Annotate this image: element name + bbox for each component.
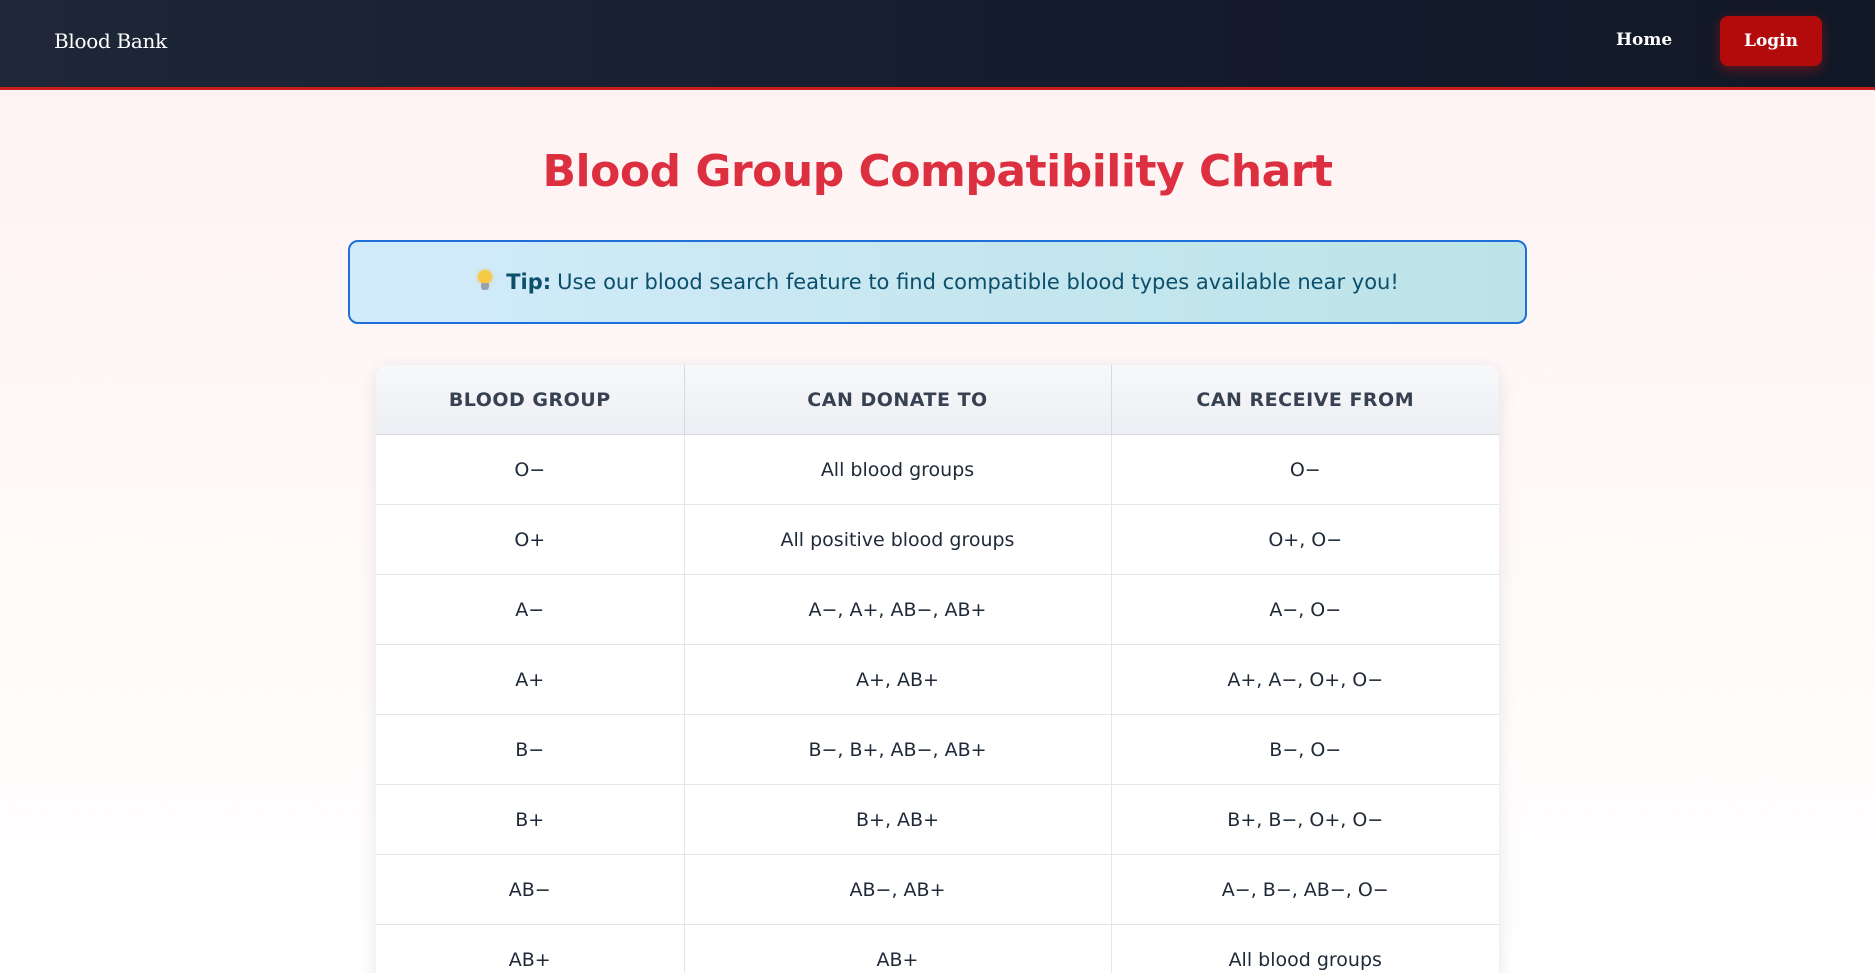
brand-logo-text[interactable]: Blood Bank xyxy=(54,29,167,53)
header-can-receive-from: CAN RECEIVE FROM xyxy=(1111,365,1499,435)
header-blood-group: BLOOD GROUP xyxy=(376,365,685,435)
table-header-row: BLOOD GROUP CAN DONATE TO CAN RECEIVE FR… xyxy=(376,365,1499,435)
cell-can-receive-from: O+, O− xyxy=(1111,504,1499,575)
cell-can-receive-from: A+, A−, O+, O− xyxy=(1111,644,1499,715)
tip-banner: Tip: Use our blood search feature to fin… xyxy=(348,240,1527,324)
table-row: AB+ AB+ All blood groups xyxy=(376,924,1499,973)
cell-can-receive-from: A−, O− xyxy=(1111,574,1499,645)
cell-can-donate-to: All blood groups xyxy=(684,434,1112,505)
lightbulb-icon xyxy=(476,270,494,294)
table-row: A− A−, A+, AB−, AB+ A−, O− xyxy=(376,574,1499,645)
cell-can-donate-to: A−, A+, AB−, AB+ xyxy=(684,574,1112,645)
cell-can-donate-to: B−, B+, AB−, AB+ xyxy=(684,714,1112,785)
cell-blood-group: A− xyxy=(376,574,685,645)
compatibility-table-container: BLOOD GROUP CAN DONATE TO CAN RECEIVE FR… xyxy=(376,365,1499,973)
compatibility-table: BLOOD GROUP CAN DONATE TO CAN RECEIVE FR… xyxy=(376,365,1499,973)
cell-can-receive-from: A−, B−, AB−, O− xyxy=(1111,854,1499,925)
tip-text: Use our blood search feature to find com… xyxy=(557,270,1399,294)
table-row: O− All blood groups O− xyxy=(376,434,1499,505)
cell-can-donate-to: AB+ xyxy=(684,924,1112,973)
table-row: B− B−, B+, AB−, AB+ B−, O− xyxy=(376,714,1499,785)
header-can-donate-to: CAN DONATE TO xyxy=(684,365,1112,435)
cell-blood-group: B− xyxy=(376,714,685,785)
cell-blood-group: B+ xyxy=(376,784,685,855)
cell-blood-group: AB− xyxy=(376,854,685,925)
cell-blood-group: O+ xyxy=(376,504,685,575)
cell-can-donate-to: All positive blood groups xyxy=(684,504,1112,575)
cell-can-receive-from: O− xyxy=(1111,434,1499,505)
table-row: B+ B+, AB+ B+, B−, O+, O− xyxy=(376,784,1499,855)
cell-blood-group: A+ xyxy=(376,644,685,715)
login-button[interactable]: Login xyxy=(1720,16,1822,66)
navbar: Blood Bank Home Login xyxy=(0,0,1875,90)
cell-can-receive-from: B−, O− xyxy=(1111,714,1499,785)
page-title: Blood Group Compatibility Chart xyxy=(542,146,1333,197)
cell-can-donate-to: B+, AB+ xyxy=(684,784,1112,855)
table-row: AB− AB−, AB+ A−, B−, AB−, O− xyxy=(376,854,1499,925)
cell-can-receive-from: All blood groups xyxy=(1111,924,1499,973)
nav-home-link[interactable]: Home xyxy=(1616,30,1673,50)
cell-blood-group: AB+ xyxy=(376,924,685,973)
cell-can-receive-from: B+, B−, O+, O− xyxy=(1111,784,1499,855)
cell-can-donate-to: A+, AB+ xyxy=(684,644,1112,715)
table-row: O+ All positive blood groups O+, O− xyxy=(376,504,1499,575)
tip-label: Tip: xyxy=(506,270,552,294)
table-row: A+ A+, AB+ A+, A−, O+, O− xyxy=(376,644,1499,715)
cell-can-donate-to: AB−, AB+ xyxy=(684,854,1112,925)
cell-blood-group: O− xyxy=(376,434,685,505)
